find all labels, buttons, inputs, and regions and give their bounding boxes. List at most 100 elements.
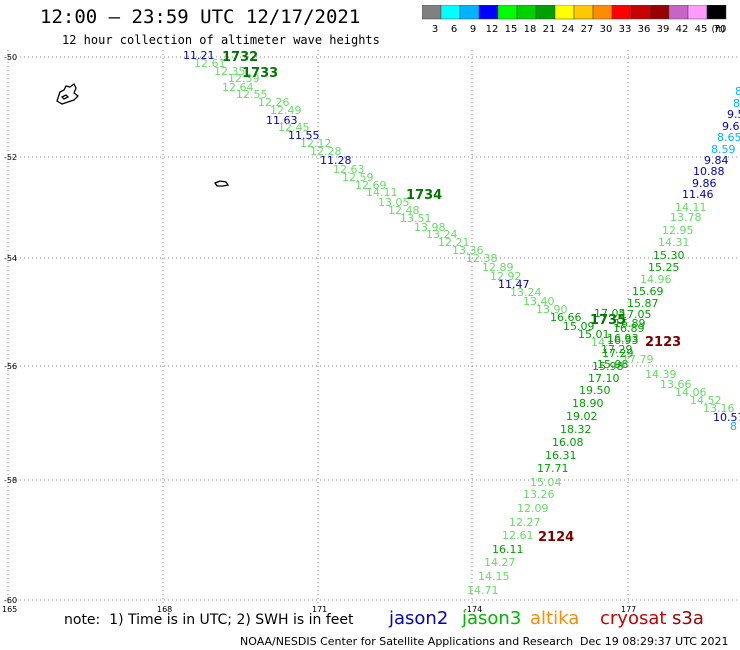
swh-reading: 12.28 [310,145,342,158]
color-scale-tick: 3 [432,24,438,35]
swh-reading: 10.57 [713,411,740,424]
swh-reading: 14.11 [675,201,707,214]
swh-reading: 13.24 [426,228,458,241]
color-scale-tick: 12 [486,24,499,35]
credit-text: NOAA/NESDIS Center for Satellite Applica… [240,635,574,648]
latitude-label: -60 [4,596,17,605]
swh-reading: 14.27 [484,556,516,569]
swh-reading: 13.16 [703,402,735,415]
swh-reading: 12.59 [342,171,374,184]
swh-reading: 13.78 [670,211,702,224]
color-scale-tick: 6 [451,24,457,35]
swh-reading: 15.04 [530,476,562,489]
swh-reading: 13.24 [510,286,542,299]
swh-reading: 12.09 [517,502,549,515]
legend-jason3: jason3 [462,608,522,629]
swh-reading: 11.28 [320,154,352,167]
swh-reading: 15.69 [632,285,664,298]
island-campbell [214,180,230,187]
swh-reading: 19.50 [579,384,611,397]
swh-reading: 11.21 [183,49,215,62]
track-descending: 11.2112.6112.3512.3912.6412.5512.2612.49… [183,49,740,433]
swh-reading: 15.30 [653,249,685,262]
swh-reading: 8.65 [717,131,740,144]
swh-reading: 14.39 [645,368,677,381]
swh-reading: 16.11 [492,543,524,556]
color-scale-tick: 36 [638,24,651,35]
longitude-label: -174 [464,605,482,614]
color-scale-tick: 42 [676,24,689,35]
page-title: 12:00 – 23:59 UTC 12/17/2021 [40,6,361,28]
swh-reading: 12.35 [214,65,246,78]
swh-reading: 14.71 [467,584,499,597]
longitude-label: 171 [312,605,327,614]
note-text: note: 1) Time is in UTC; 2) SWH is in fe… [64,612,354,628]
color-scale-tick: 45 [695,24,708,35]
swh-reading: 16.93 [607,332,639,345]
latitude-label: -50 [4,53,17,62]
island-auckland [56,83,79,105]
pass-time-label: 1733 [242,66,278,81]
swh-reading: 12.12 [300,137,332,150]
latitude-label: -56 [4,362,17,371]
swh-reading: 19.02 [566,410,598,423]
swh-reading: 13.66 [660,378,692,391]
swh-reading: 13.51 [400,212,432,225]
swh-reading: 15.98 [597,358,629,371]
legend-cryosat: cryosat [600,608,667,629]
credit-timestamp: Dec 19 08:29:37 UTC 2021 [580,635,729,648]
swh-reading: 16.31 [545,449,577,462]
swh-reading: 14. [591,336,609,349]
color-scale-tick: 21 [543,24,556,35]
color-scale-unit: (ft) [711,25,725,35]
pass-time-label: 1732 [222,50,258,65]
swh-reading: 12.45 [278,121,310,134]
swh-reading: 14.31 [658,236,690,249]
track-ascending: 14.7114.1514.2716.1112.6112.2712.0913.26… [467,85,740,597]
swh-reading: 12.21 [438,236,470,249]
color-scale-tick: 39 [657,24,670,35]
swh-reading: 14.96 [640,273,672,286]
swh-reading: 15.87 [627,297,659,310]
swh-reading: 15.09 [563,320,595,333]
legend-s3a: s3a [672,608,704,629]
swh-reading: 8 [730,420,737,433]
swh-reading: 12.69 [355,179,387,192]
page-subtitle: 12 hour collection of altimeter wave hei… [62,33,380,47]
latitude-label: -52 [4,153,17,162]
color-scale-legend: 3 6 9 12 15 18 21 24 27 30 33 36 39 42 45 70(ft) [422,5,727,35]
swh-reading: 15.25 [648,261,680,274]
swh-reading: 12.55 [236,88,268,101]
pass-time-label: 1735 [590,313,626,328]
swh-reading: 12.61 [194,57,226,70]
swh-reading: 8. [733,97,740,110]
swh-reading: 17.71 [537,462,569,475]
legend-altika: altika [530,608,580,629]
swh-reading: 12.38 [466,252,498,265]
swh-reading: 17.29 [602,347,634,360]
swh-reading: 16.89 [614,317,646,330]
color-scale-tick: 70 [714,24,727,35]
swh-reading: 12.48 [388,204,420,217]
swh-reading: 16.93 [607,334,639,347]
swh-reading: 11.46 [682,188,714,201]
longitude-label: 177 [621,605,636,614]
swh-reading: 12.64 [222,81,254,94]
swh-reading: 11.63 [266,114,298,127]
swh-reading: 17.29 [601,343,633,356]
swh-reading: 12.63 [333,163,365,176]
swh-reading: 15.98 [592,360,624,373]
swh-reading: 12.92 [490,270,522,283]
swh-reading: 12.61 [502,529,534,542]
swh-reading: 17.79 [622,353,654,366]
latitude-label: -54 [4,254,17,263]
swh-reading: 12.95 [662,224,694,237]
swh-reading: 8 [735,85,740,98]
swh-reading: 13.40 [523,295,555,308]
swh-reading: 11.55 [288,129,320,142]
swh-reading: 18.90 [572,397,604,410]
swh-reading: 9.5 [727,108,740,121]
